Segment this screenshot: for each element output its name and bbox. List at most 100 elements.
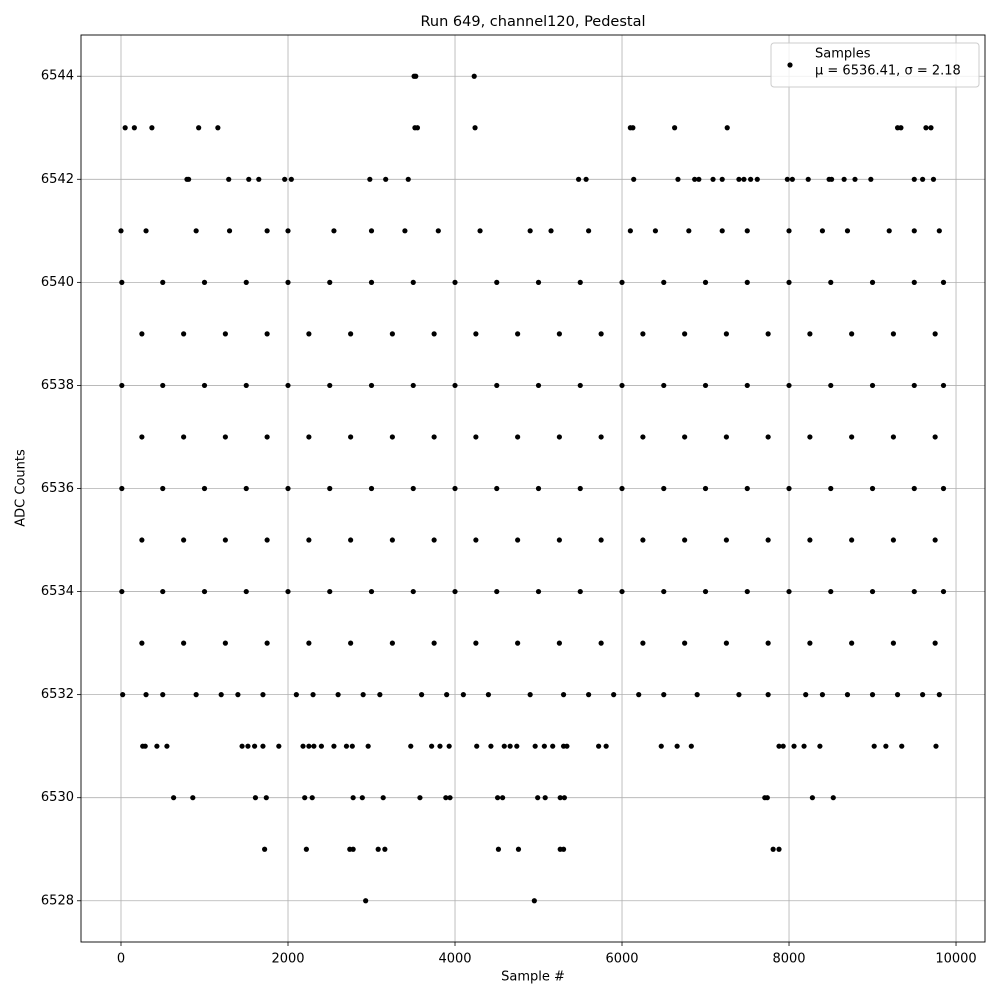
- sample-point: [285, 382, 291, 389]
- sample-point: [282, 176, 288, 182]
- sample-point: [368, 588, 375, 595]
- sample-point: [383, 176, 389, 182]
- sample-point: [419, 692, 425, 698]
- sample-point: [803, 692, 809, 698]
- sample-point: [226, 176, 232, 182]
- sample-point: [830, 795, 836, 801]
- sample-point: [306, 331, 312, 337]
- sample-point: [118, 228, 124, 234]
- sample-point: [285, 485, 291, 492]
- sample-point: [611, 692, 617, 698]
- sample-point: [829, 176, 835, 182]
- sample-point: [630, 125, 636, 131]
- sample-point: [805, 176, 811, 182]
- sample-point: [577, 279, 583, 285]
- sample-point: [672, 125, 678, 131]
- sample-point: [473, 537, 479, 543]
- sample-point: [285, 279, 291, 285]
- sample-point: [215, 125, 221, 131]
- sample-point: [154, 743, 160, 749]
- sample-point: [535, 382, 542, 389]
- sample-point: [235, 692, 241, 698]
- sample-point: [764, 795, 770, 801]
- sample-point: [770, 846, 776, 852]
- sample-point: [515, 537, 521, 543]
- sample-point: [940, 485, 947, 492]
- sample-point: [306, 434, 312, 440]
- sample-point: [181, 331, 187, 337]
- sample-point: [410, 279, 416, 285]
- sample-point: [849, 640, 855, 646]
- sample-point: [531, 898, 537, 904]
- sample-point: [923, 125, 929, 131]
- sample-point: [243, 382, 249, 389]
- sample-point: [262, 846, 268, 852]
- sample-point: [661, 485, 667, 492]
- x-axis-label: Sample #: [501, 970, 565, 985]
- sample-point: [807, 434, 813, 440]
- sample-point: [389, 434, 395, 440]
- sample-point: [702, 279, 709, 285]
- sample-point: [932, 537, 938, 543]
- sample-point: [201, 279, 208, 285]
- sample-point: [765, 537, 771, 543]
- sample-point: [868, 176, 874, 182]
- y-tick-label: 6530: [41, 790, 74, 805]
- sample-point: [181, 640, 187, 646]
- sample-point: [119, 279, 125, 285]
- sample-point: [402, 228, 408, 234]
- sample-point: [495, 846, 502, 852]
- sample-point: [936, 228, 942, 234]
- sample-point: [139, 434, 145, 440]
- sample-point: [443, 795, 449, 801]
- sample-point: [933, 743, 939, 749]
- sample-point: [527, 692, 533, 698]
- sample-point: [327, 279, 333, 285]
- sample-point: [349, 743, 355, 749]
- sample-point: [410, 485, 416, 492]
- sample-point: [598, 640, 604, 646]
- sample-point: [675, 176, 681, 182]
- sample-point: [252, 743, 258, 749]
- sample-point: [640, 331, 646, 337]
- sample-point: [343, 743, 350, 749]
- sample-point: [368, 228, 375, 234]
- sample-point: [122, 125, 128, 131]
- sample-point: [360, 692, 366, 698]
- sample-point: [723, 434, 729, 440]
- sample-point: [674, 743, 680, 749]
- sample-point: [886, 228, 892, 234]
- sample-point: [190, 795, 196, 801]
- sample-point: [293, 692, 299, 698]
- sample-point: [930, 176, 937, 182]
- sample-point: [661, 588, 667, 595]
- sample-point: [556, 537, 562, 543]
- sample-point: [871, 743, 877, 749]
- sample-point: [583, 176, 589, 182]
- legend-marker: [787, 62, 793, 68]
- sample-point: [652, 228, 659, 234]
- sample-point: [193, 228, 199, 234]
- x-tick-label: 4000: [438, 952, 471, 967]
- sample-point: [932, 640, 938, 646]
- sample-point: [143, 228, 149, 234]
- sample-point: [694, 692, 700, 698]
- sample-point: [556, 331, 562, 337]
- sample-point: [548, 228, 554, 234]
- sample-point: [741, 176, 747, 182]
- sample-point: [658, 743, 664, 749]
- sample-point: [619, 279, 625, 285]
- sample-point: [786, 588, 792, 595]
- sample-point: [363, 898, 369, 904]
- sample-point: [350, 846, 356, 852]
- sample-point: [405, 176, 411, 182]
- sample-point: [844, 228, 851, 234]
- sample-point: [452, 485, 458, 492]
- sample-point: [748, 176, 754, 182]
- sample-point: [389, 537, 395, 543]
- sample-point: [413, 73, 419, 79]
- sample-point: [807, 640, 813, 646]
- sample-point: [575, 176, 582, 182]
- sample-point: [303, 846, 309, 852]
